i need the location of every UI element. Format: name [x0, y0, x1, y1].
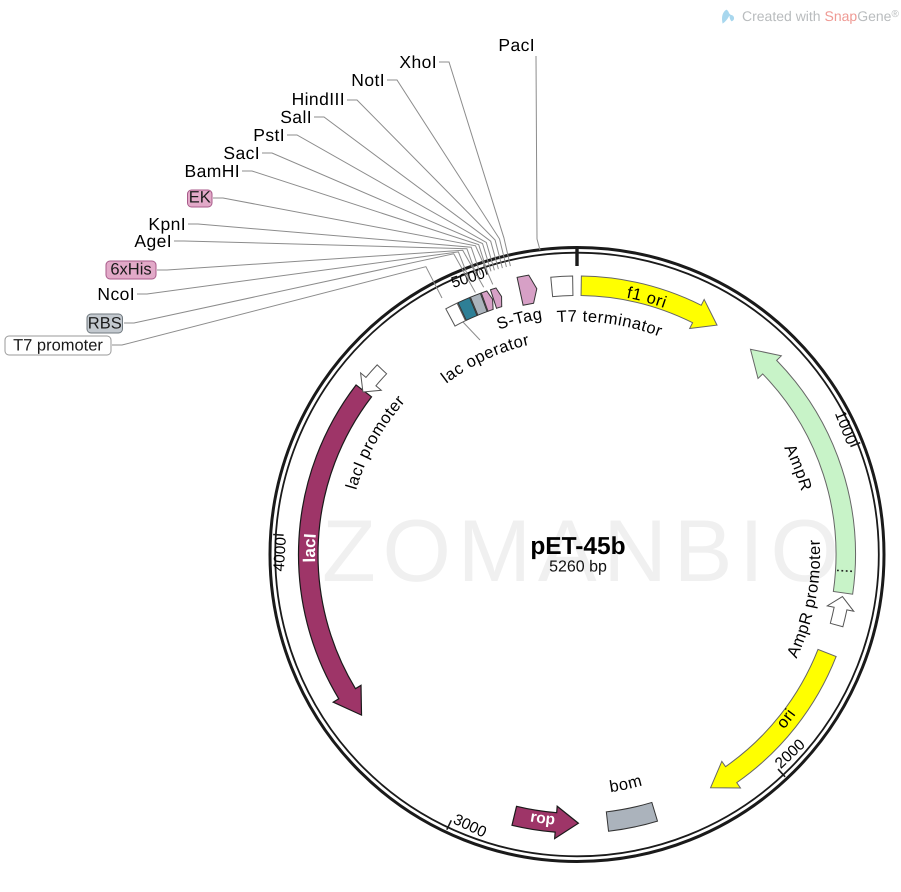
svg-text:HindIII: HindIII	[292, 89, 345, 109]
svg-text:NotI: NotI	[351, 70, 385, 90]
svg-text:BamHI: BamHI	[185, 161, 240, 181]
svg-text:SalI: SalI	[280, 107, 312, 127]
svg-text:AgeI: AgeI	[134, 231, 172, 251]
svg-text:Created with SnapGene®: Created with SnapGene®	[742, 8, 899, 24]
svg-text:PacI: PacI	[498, 35, 535, 55]
svg-text:EK: EK	[189, 189, 211, 207]
svg-text:pET-45b: pET-45b	[530, 533, 625, 560]
svg-text:4000: 4000	[271, 536, 290, 572]
svg-text:lacI: lacI	[300, 533, 320, 563]
svg-text:T7 promoter: T7 promoter	[13, 337, 103, 355]
svg-text:RBS: RBS	[88, 315, 122, 333]
svg-text:rop: rop	[529, 809, 556, 829]
svg-text:ZOMANBIO: ZOMANBIO	[322, 501, 846, 600]
svg-text:PstI: PstI	[253, 125, 285, 145]
svg-text:XhoI: XhoI	[399, 52, 437, 72]
svg-text:6xHis: 6xHis	[110, 261, 151, 279]
svg-text:5260 bp: 5260 bp	[549, 559, 607, 576]
svg-text:KpnI: KpnI	[148, 214, 186, 234]
svg-text:SacI: SacI	[223, 143, 260, 163]
svg-text:NcoI: NcoI	[97, 284, 135, 304]
